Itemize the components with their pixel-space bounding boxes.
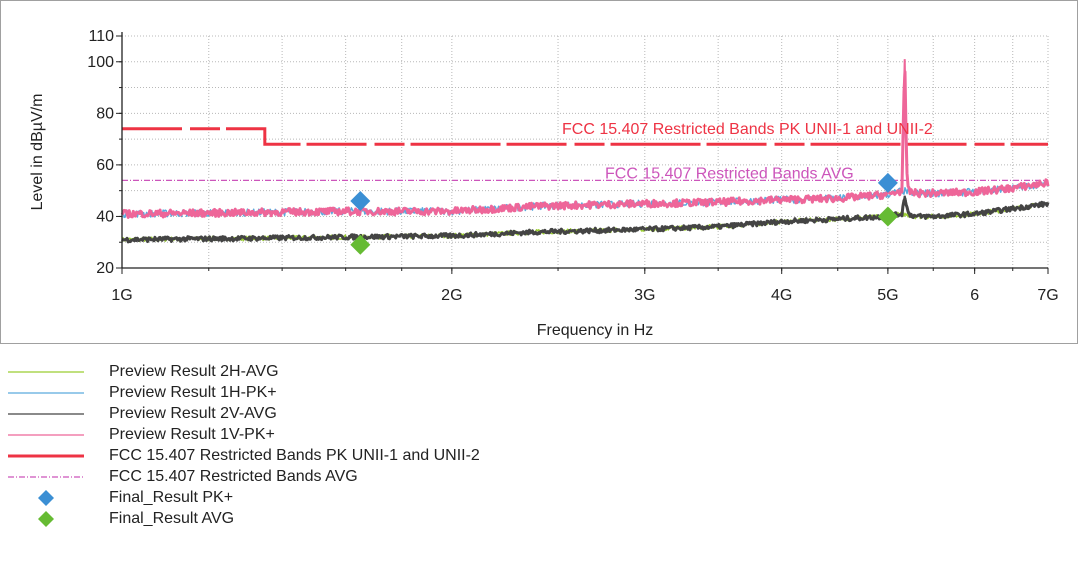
x-tick-label: 3G xyxy=(634,287,655,304)
legend-item: Final_Result PK+ xyxy=(0,488,1079,509)
y-tick-label: 110 xyxy=(88,28,114,45)
legend-item: FCC 15.407 Restricted Bands PK UNII-1 an… xyxy=(0,446,1079,467)
y-tick-label: 40 xyxy=(96,208,114,225)
final-result-markers xyxy=(350,172,898,255)
limit-line-pk xyxy=(122,127,1048,146)
legend-item: FCC 15.407 Restricted Bands AVG xyxy=(0,467,1079,488)
legend-label: Final_Result AVG xyxy=(109,510,235,527)
final-avg-marker xyxy=(350,234,371,255)
x-tick-label: 5G xyxy=(877,287,898,304)
x-tick-label: 4G xyxy=(771,287,792,304)
final-avg-marker xyxy=(877,206,898,227)
legend-item: Final_Result AVG xyxy=(0,509,1079,530)
legend-line-swatch xyxy=(8,434,84,436)
legend-item: Preview Result 1V-PK+ xyxy=(0,425,1079,446)
y-tick-label: 100 xyxy=(87,54,114,71)
x-tick-label: 2G xyxy=(441,287,462,304)
emission-chart: 20 40 60 80 100 110 1G 2G 3G 4G 5G 6 7G Frequency in … xyxy=(0,0,1078,344)
series-trace-3 xyxy=(120,70,1050,219)
y-tick-label: 80 xyxy=(96,105,114,122)
limit-labels: FCC 15.407 Restricted Bands PK UNII-1 an… xyxy=(562,121,933,183)
y-axis-title: Level in dBµV/m xyxy=(29,94,46,211)
x-tick-label: 1G xyxy=(111,287,132,304)
legend-label: FCC 15.407 Restricted Bands PK UNII-1 an… xyxy=(109,447,480,464)
series-peak-3 xyxy=(900,59,908,191)
diamond-icon xyxy=(38,490,54,506)
legend-label: Final_Result PK+ xyxy=(109,489,234,506)
legend-label: Preview Result 1H-PK+ xyxy=(109,384,277,401)
x-tick-label: 7G xyxy=(1037,287,1058,304)
chart-frame: 20 40 60 80 100 110 1G 2G 3G 4G 5G 6 7G Frequency in … xyxy=(0,0,1078,344)
legend-label: Preview Result 2H-AVG xyxy=(109,363,279,380)
legend-item: Preview Result 2H-AVG xyxy=(0,362,1079,383)
legend-label: Preview Result 1V-PK+ xyxy=(109,426,275,443)
series-peak-2 xyxy=(900,195,910,215)
diamond-icon xyxy=(38,511,54,527)
chart-border xyxy=(0,0,1078,344)
axes: 20 40 60 80 100 110 1G 2G 3G 4G 5G 6 7G Frequency in … xyxy=(29,28,1059,339)
legend-line-swatch xyxy=(8,454,84,458)
y-tick-label: 60 xyxy=(96,157,114,174)
y-tick-label: 20 xyxy=(96,260,114,277)
x-tick-label: 6 xyxy=(970,287,979,304)
x-axis-title: Frequency in Hz xyxy=(537,322,654,339)
legend-item: Preview Result 1H-PK+ xyxy=(0,383,1079,404)
legend-line-swatch xyxy=(8,413,84,415)
legend-label: Preview Result 2V-AVG xyxy=(109,405,277,422)
limit-label-pk: FCC 15.407 Restricted Bands PK UNII-1 an… xyxy=(562,121,933,138)
final-pk-marker xyxy=(877,172,898,193)
final-pk-marker xyxy=(350,190,371,211)
legend-label: FCC 15.407 Restricted Bands AVG xyxy=(109,468,358,485)
legend-line-swatch xyxy=(8,476,84,478)
legend-line-swatch xyxy=(8,371,84,373)
legend-item: Preview Result 2V-AVG xyxy=(0,404,1079,425)
limit-label-avg: FCC 15.407 Restricted Bands AVG xyxy=(605,165,854,182)
legend: Preview Result 2H-AVG Preview Result 1H-P… xyxy=(0,362,1079,530)
legend-line-swatch xyxy=(8,392,84,394)
